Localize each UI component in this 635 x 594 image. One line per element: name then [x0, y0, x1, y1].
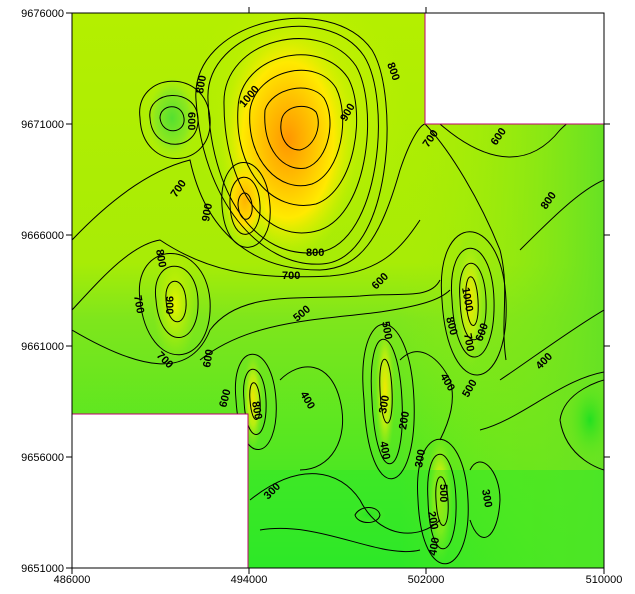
contour-label: 300	[479, 488, 494, 508]
y-tick-label: 9661000	[21, 341, 64, 353]
y-tick-label: 9671000	[21, 119, 64, 131]
contour-lines	[72, 17, 604, 565]
contour-label: 800	[443, 316, 459, 337]
contour-label: 900	[163, 296, 175, 314]
y-tick-label: 9676000	[21, 8, 64, 20]
contour-label: 600	[217, 388, 233, 409]
contour-label: 200	[397, 410, 412, 430]
contour-label: 700	[461, 332, 476, 352]
contour-label: 800	[153, 248, 168, 268]
contour-label: 800	[384, 61, 402, 82]
contour-label: 400	[427, 536, 442, 556]
blank-edge-bottom	[72, 413, 249, 568]
contour-label: 600	[474, 322, 492, 343]
contour-label: 800	[194, 74, 209, 94]
x-tick-label: 486000	[54, 574, 91, 586]
blank-region-top-right	[425, 13, 604, 124]
contour-label: 1000	[459, 286, 475, 312]
y-tick-label: 9651000	[21, 563, 64, 575]
contour-label: 600	[185, 112, 197, 130]
contour-label: 600	[201, 348, 216, 368]
contour-label: 500	[437, 484, 449, 502]
x-tick-label: 494000	[231, 574, 268, 586]
contour-label: 300	[377, 394, 392, 414]
contour-label: 300	[413, 448, 428, 468]
contour-label: 400	[377, 440, 392, 460]
contour-label: 700	[282, 270, 300, 282]
blank-edge-top	[424, 13, 604, 125]
y-axis-labels: 9676000 9671000 9666000 9661000 9656000 …	[21, 8, 64, 575]
contour-label: 500	[379, 320, 394, 340]
contour-label: 900	[200, 202, 215, 222]
contour-label: 200	[425, 510, 440, 530]
x-axis-labels: 486000 494000 502000 510000	[54, 574, 623, 586]
x-tick-label: 502000	[408, 574, 445, 586]
contour-label: 800	[306, 247, 324, 259]
axis-ticks	[66, 7, 610, 574]
contour-label: 800	[249, 400, 264, 420]
contour-label: 700	[131, 294, 146, 314]
x-tick-label: 510000	[586, 574, 623, 586]
y-tick-label: 9666000	[21, 230, 64, 242]
y-tick-label: 9656000	[21, 452, 64, 464]
blank-region-bottom-left	[72, 414, 248, 568]
map-frame	[71, 12, 605, 569]
